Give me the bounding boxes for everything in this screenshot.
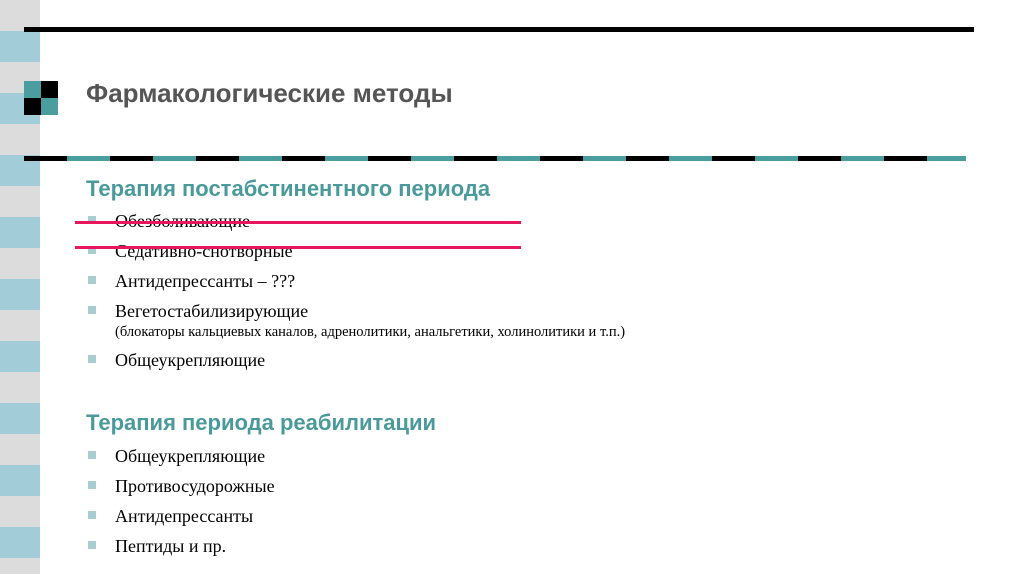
list-item: Седативно-снотворные: [88, 241, 293, 262]
slide-title: Фармакологические методы: [86, 78, 453, 108]
bullet-icon: [88, 451, 96, 459]
item-label: Седативно-снотворные: [115, 241, 293, 261]
strikethrough-line: [75, 221, 521, 224]
list-item: Вегетостабилизирующие: [88, 301, 308, 322]
list-item: Общеукрепляющие: [88, 446, 265, 467]
item-label: Противосудорожные: [115, 476, 275, 496]
list-item: Противосудорожные: [88, 476, 275, 497]
list-item: Антидепрессанты – ???: [88, 271, 295, 292]
bullet-icon: [88, 246, 96, 254]
item-label: Вегетостабилизирующие: [115, 301, 309, 321]
list-item: Пептиды и пр.: [88, 536, 226, 557]
bullet-icon: [88, 306, 96, 314]
bullet-icon: [88, 541, 96, 549]
top-divider: [24, 27, 974, 32]
bullet-icon: [88, 511, 96, 519]
section-heading: Терапия постабстинентного периода: [86, 176, 491, 201]
item-label: Антидепрессанты – ???: [115, 271, 296, 291]
item-label: Антидепрессанты: [115, 506, 254, 526]
strikethrough-line: [75, 246, 521, 249]
bullet-icon: [88, 481, 96, 489]
list-item: Общеукрепляющие: [88, 350, 265, 371]
dashed-divider: [24, 156, 966, 161]
item-label: Общеукрепляющие: [115, 350, 266, 370]
item-note: (блокаторы кальциевых каналов, адренолит…: [115, 324, 626, 340]
section-heading: Терапия периода реабилитации: [86, 410, 437, 435]
item-label: Общеукрепляющие: [115, 446, 266, 466]
bullet-icon: [88, 276, 96, 284]
list-item: Антидепрессанты: [88, 506, 253, 527]
bullet-icon: [88, 355, 96, 363]
item-label: Пептиды и пр.: [115, 536, 227, 556]
bullet-icon: [88, 216, 96, 224]
